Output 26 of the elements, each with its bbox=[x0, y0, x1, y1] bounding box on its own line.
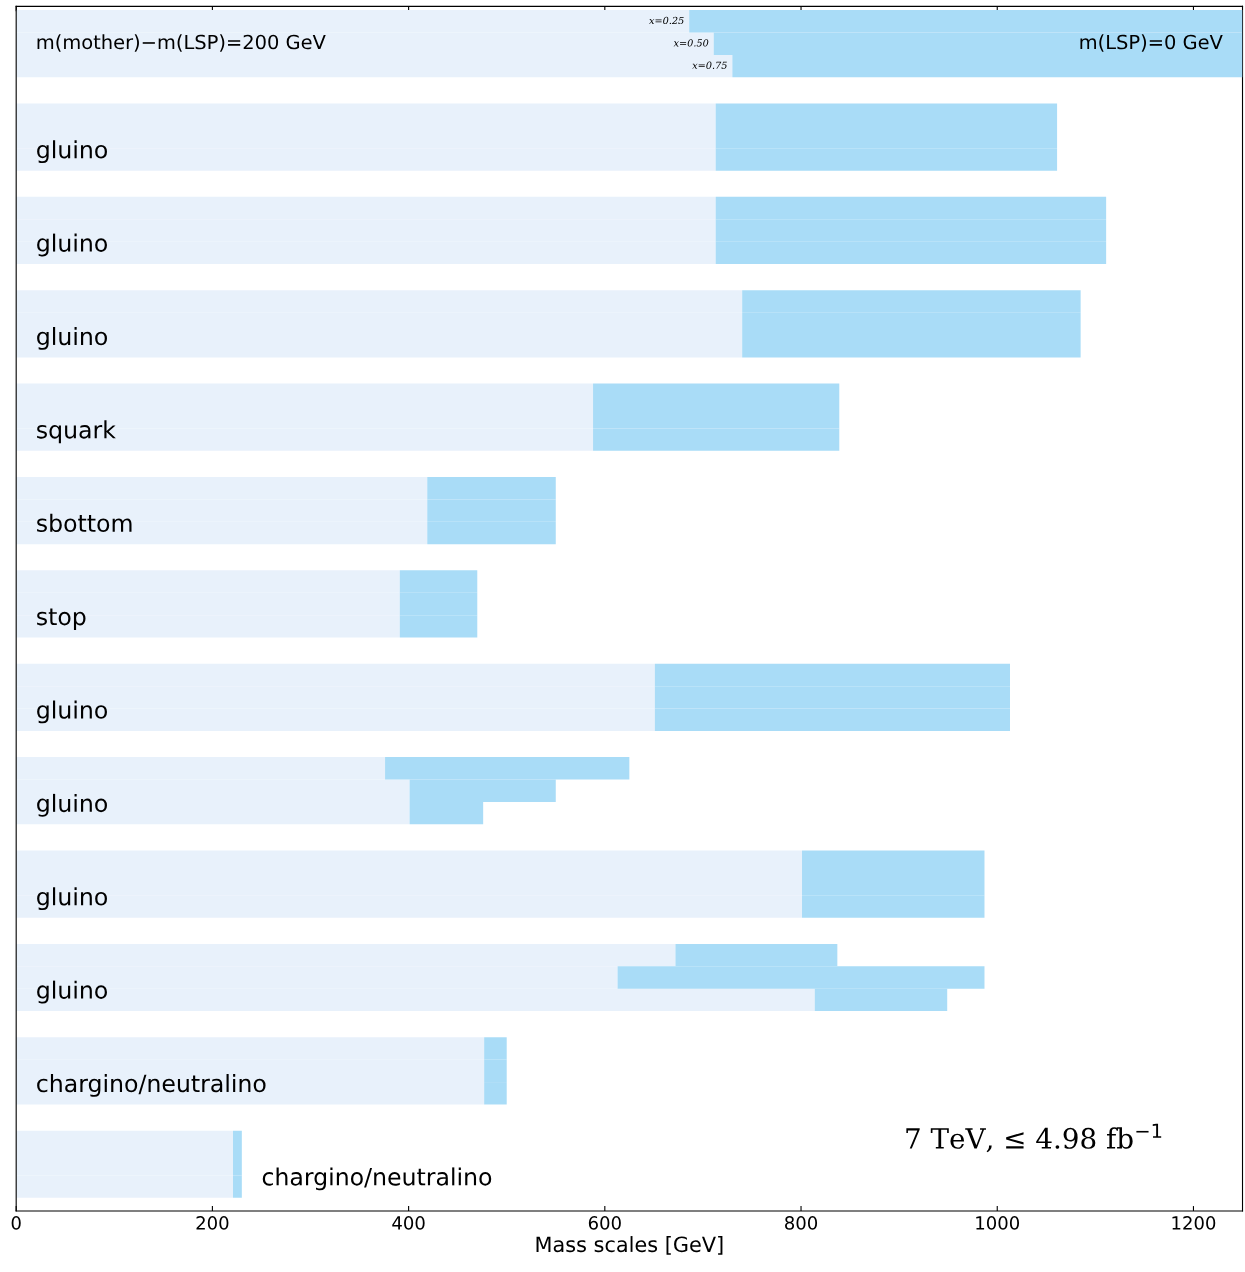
x-tick-label: 400 bbox=[392, 1216, 425, 1230]
y-tick-label: gluino bbox=[37, 140, 107, 164]
y-tick-label: gluino bbox=[37, 887, 107, 911]
x-tick-label: 0 bbox=[11, 1216, 21, 1230]
y-tick-label: squark bbox=[37, 420, 116, 444]
series-label: m(mother)−m(LSP)=200 GeV bbox=[37, 34, 326, 52]
y-tick-label: chargino/neutralino bbox=[262, 1167, 492, 1191]
y-tick-label: gluino bbox=[37, 793, 107, 817]
annotation: x=0.50 bbox=[673, 39, 709, 47]
x-tick-label: 1200 bbox=[1172, 1216, 1216, 1230]
y-tick-label: gluino bbox=[37, 980, 107, 1004]
y-tick-label: gluino bbox=[37, 233, 107, 257]
y-tick-label: stop bbox=[37, 608, 86, 630]
y-tick-label: gluino bbox=[37, 326, 107, 350]
y-tick-label: gluino bbox=[37, 700, 107, 724]
y-tick-label: chargino/neutralino bbox=[37, 1074, 266, 1097]
x-axis-title: Mass scales [GeV] bbox=[536, 1236, 723, 1255]
x-tick-label: 200 bbox=[196, 1216, 229, 1230]
annotation: x=0.25 bbox=[649, 16, 684, 25]
annotation: 7 TeV, ≤ 4.98 fb$^{−1}$ bbox=[906, 1123, 1162, 1153]
annotation: x=0.75 bbox=[692, 61, 727, 69]
series-label: m(LSP)=0 GeV bbox=[1080, 34, 1223, 52]
x-tick-label: 1000 bbox=[976, 1216, 1020, 1230]
y-tick-label: sbottom bbox=[37, 513, 132, 533]
x-tick-label: 800 bbox=[785, 1216, 818, 1230]
x-tick-label: 600 bbox=[588, 1216, 621, 1230]
